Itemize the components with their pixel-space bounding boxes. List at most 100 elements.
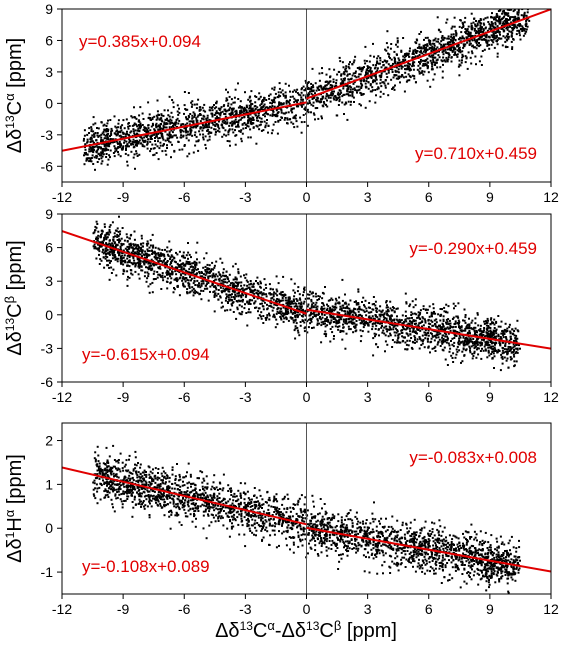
data-point (182, 282, 185, 285)
data-point (227, 302, 229, 304)
data-point (309, 87, 312, 90)
data-point (206, 114, 209, 117)
data-point (131, 124, 134, 127)
data-point (493, 26, 496, 29)
data-point (143, 254, 146, 256)
data-point (234, 110, 237, 113)
data-point (447, 305, 450, 308)
data-point (220, 106, 223, 109)
data-point (502, 10, 505, 13)
data-point (491, 348, 494, 351)
data-point (135, 143, 138, 146)
data-point (104, 134, 107, 137)
data-point (407, 73, 410, 76)
data-point (137, 124, 140, 126)
data-point (417, 314, 420, 317)
data-point (372, 354, 375, 357)
data-point (507, 347, 510, 350)
data-point (381, 331, 384, 334)
data-point (385, 300, 388, 302)
data-point (104, 234, 107, 237)
data-point (213, 107, 216, 110)
data-point (181, 129, 184, 132)
data-point (172, 101, 175, 104)
data-point (160, 113, 163, 116)
y-tick-label: 3 (45, 64, 53, 80)
data-point (467, 342, 470, 345)
data-point (232, 101, 235, 104)
y-tick-label: 9 (45, 1, 53, 17)
data-point (412, 68, 415, 71)
data-point (412, 53, 415, 55)
data-point (344, 70, 347, 73)
data-point (330, 316, 333, 318)
data-point (141, 145, 144, 148)
data-point (89, 160, 92, 162)
data-point (314, 92, 316, 95)
data-point (94, 245, 97, 248)
data-point (332, 92, 335, 95)
data-point (433, 63, 436, 66)
data-point (339, 60, 342, 63)
data-point (351, 63, 354, 66)
data-point (496, 19, 499, 22)
data-point (502, 334, 505, 337)
data-point (267, 125, 270, 127)
data-point (140, 265, 143, 268)
data-point (293, 101, 296, 104)
data-point (250, 102, 253, 105)
data-point (221, 291, 223, 294)
data-point (208, 126, 211, 129)
data-point (207, 123, 210, 126)
data-point (100, 241, 103, 244)
data-point (432, 39, 435, 42)
data-point (126, 278, 129, 281)
data-point (231, 109, 234, 112)
data-point (173, 260, 176, 263)
data-point (377, 55, 380, 58)
data-point (375, 64, 377, 67)
data-point (179, 259, 182, 262)
data-point (255, 142, 258, 145)
data-point (237, 119, 240, 122)
data-point (234, 143, 237, 146)
data-point (127, 247, 130, 250)
data-point (280, 91, 283, 94)
data-point (121, 148, 124, 151)
data-point (341, 61, 344, 64)
data-point (431, 54, 433, 57)
data-point (314, 82, 317, 85)
data-point (461, 26, 463, 29)
data-point (218, 117, 221, 120)
data-point (428, 305, 431, 308)
data-point (173, 278, 176, 281)
data-point (302, 302, 305, 305)
data-point (309, 314, 312, 317)
data-point (123, 270, 126, 273)
data-point (111, 141, 114, 144)
data-point (103, 123, 106, 126)
data-point (173, 287, 175, 289)
data-point (457, 43, 460, 46)
data-point (191, 114, 194, 117)
data-point (374, 73, 377, 76)
data-point (153, 153, 156, 156)
data-point (194, 266, 197, 268)
data-point (251, 299, 254, 302)
data-point (102, 130, 105, 133)
data-point (298, 293, 301, 296)
data-point (411, 316, 413, 319)
data-point (274, 92, 277, 95)
data-point (104, 137, 107, 140)
data-point (280, 313, 283, 316)
data-point (363, 324, 366, 327)
data-point (356, 67, 359, 69)
data-point (512, 346, 515, 349)
data-point (233, 122, 236, 125)
data-point (228, 140, 231, 143)
data-point (105, 125, 108, 127)
data-point (421, 70, 424, 73)
data-point (351, 92, 354, 95)
data-point (392, 86, 394, 89)
